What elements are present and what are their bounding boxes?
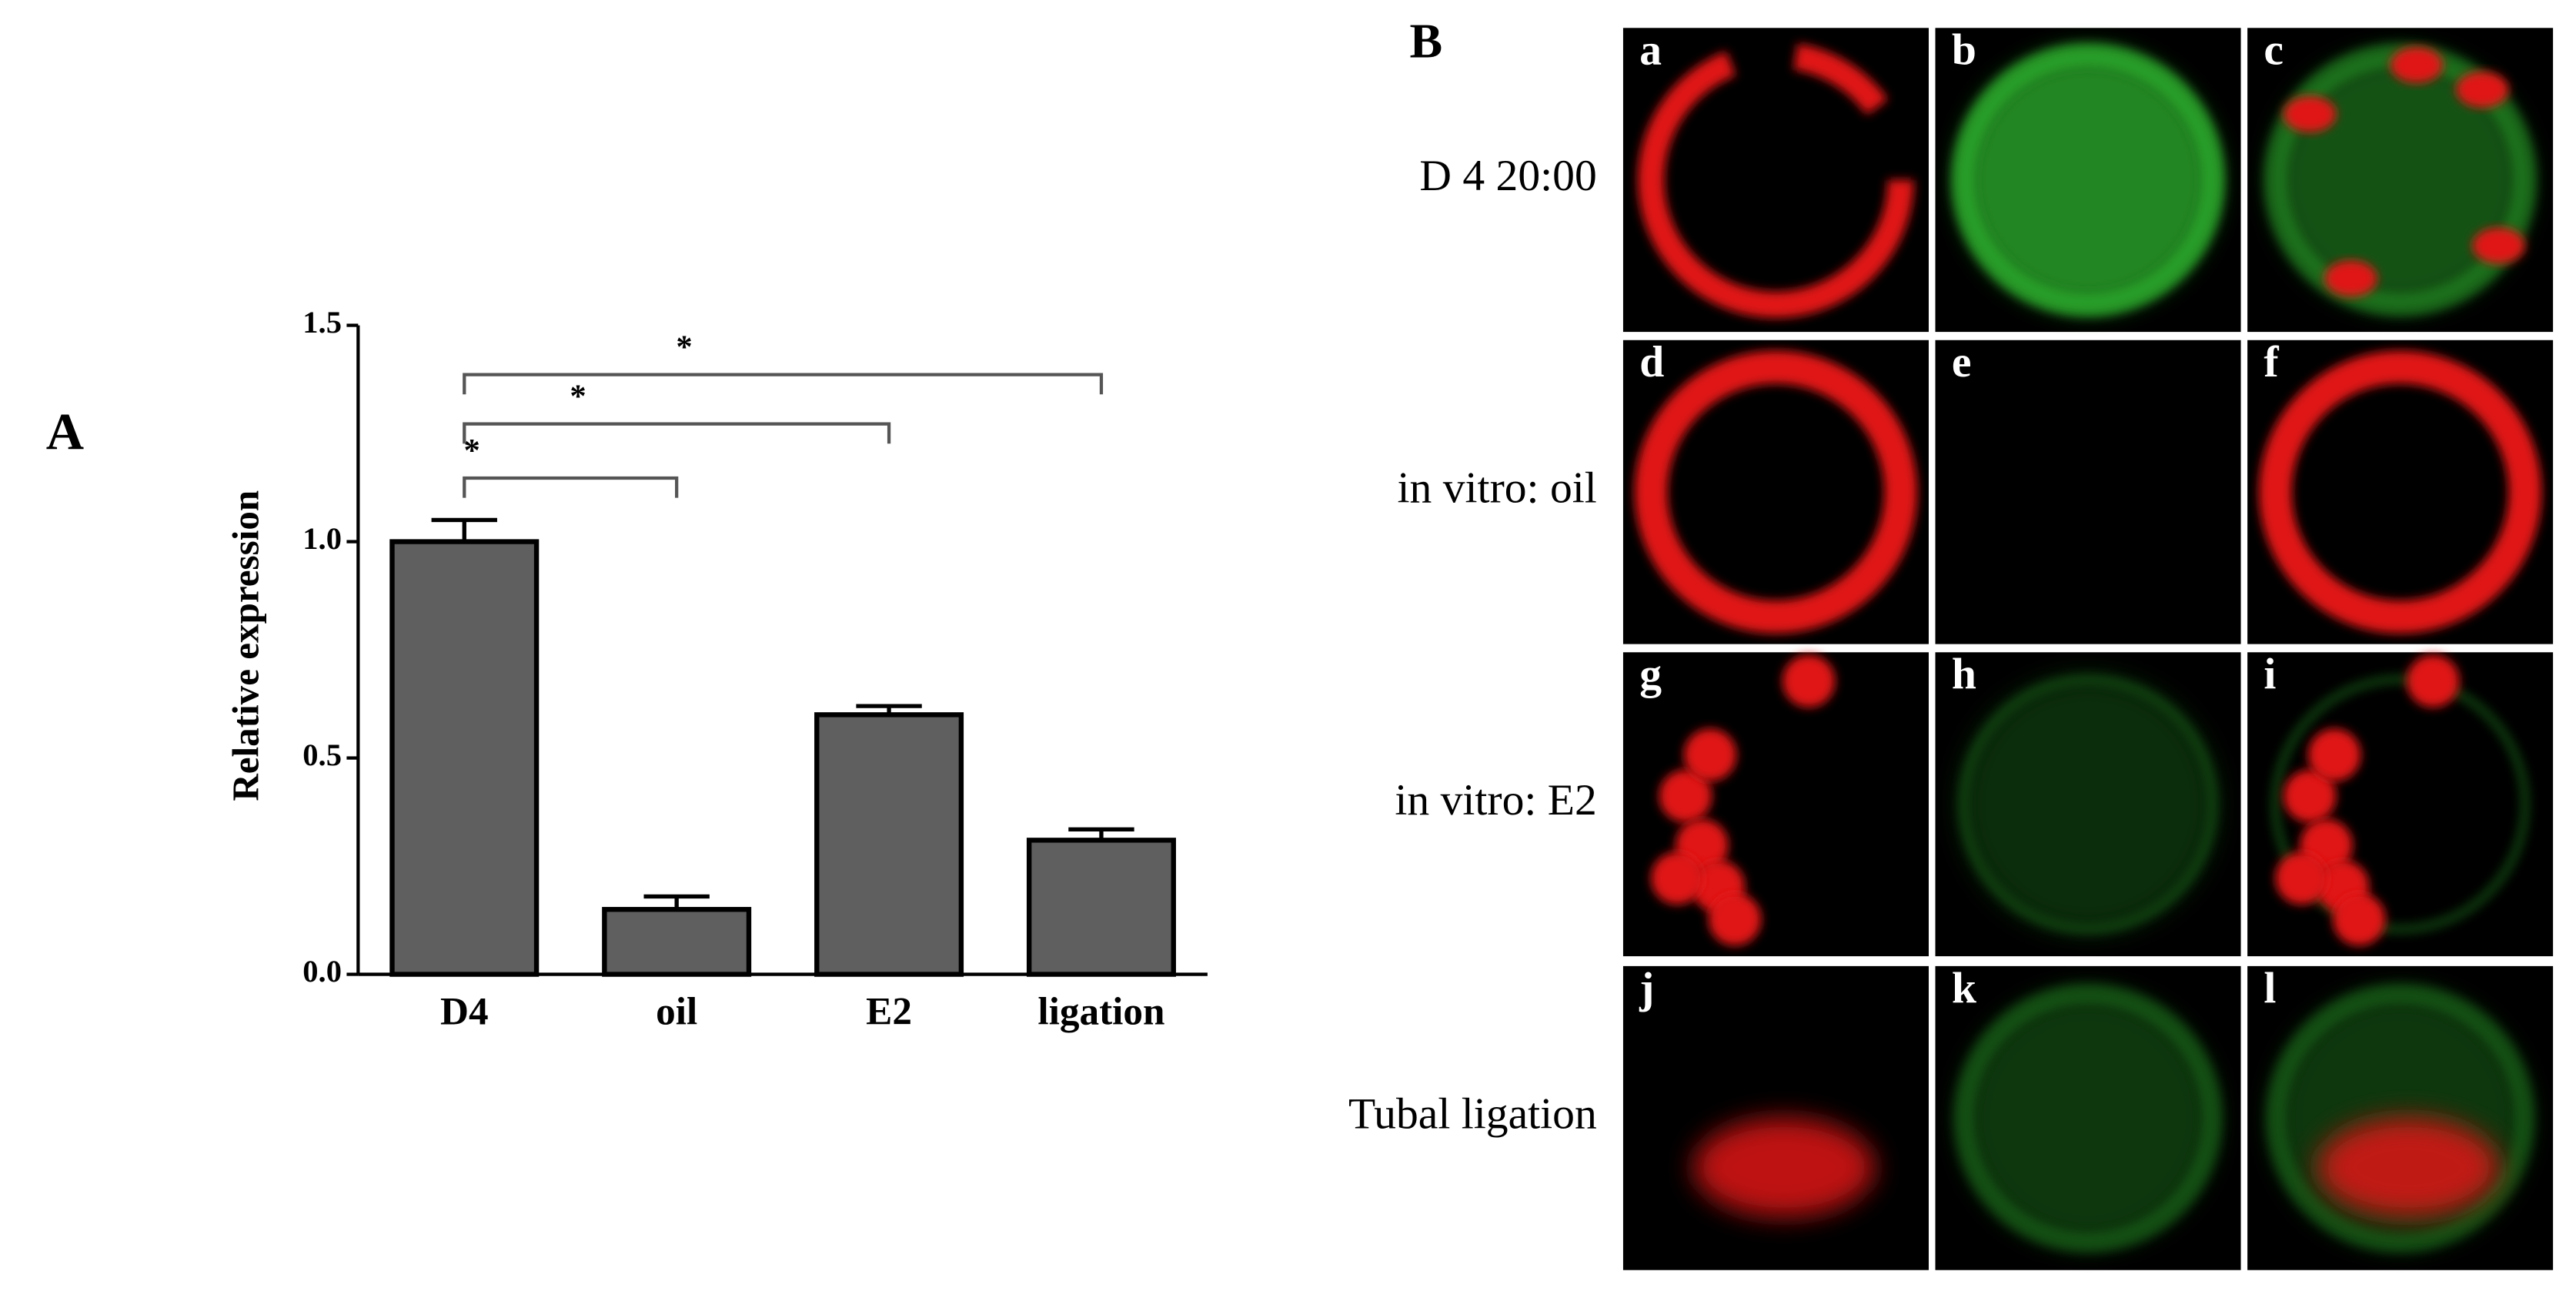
micrograph: a [1622,26,1929,333]
significance-label: * [463,433,479,469]
row-label: in vitro: E2 [1395,776,1596,825]
micrograph: c [2247,26,2554,333]
cell-letter: a [1639,26,1662,75]
nucleus [2284,95,2337,132]
significance-bracket [463,373,1104,395]
cell-letter: g [1639,651,1662,699]
nucleus [1708,892,1762,946]
panel-label: A [46,402,84,460]
row-label: D 4 20:00 [1419,152,1596,200]
nucleus [1659,769,1712,823]
bar [389,539,540,977]
nucleus [1693,1118,1875,1217]
micrograph-background [1622,28,1929,333]
nucleus [1782,654,1836,708]
x-tick-label: E2 [866,990,912,1034]
cell-membrane [2259,350,2542,634]
micrograph-background [1622,965,1929,1270]
y-tick-label: 0.0 [302,954,342,989]
nucleus [2333,892,2386,946]
bar [814,712,964,977]
y-tick-label: 0.5 [302,738,342,772]
y-tick-label: 1.5 [302,305,342,340]
cell-membrane [1953,983,2224,1253]
nucleus [2284,769,2337,823]
significance-bracket [463,422,891,444]
micrograph: e [1935,338,2241,644]
cell-body [1960,52,2217,309]
x-tick-label: oil [656,990,697,1034]
significance-bracket [463,476,679,498]
x-tick-label: ligation [1037,990,1164,1034]
cell-membrane [2265,983,2535,1253]
nucleus [2308,728,2361,781]
micrograph: d [1622,338,1929,644]
cell-body [1960,676,2217,933]
cell-letter: b [1952,26,1976,75]
nucleus [2275,851,2328,905]
cell-letter: h [1952,651,1976,699]
nucleus [2324,260,2377,297]
cell-letter: j [1639,964,1654,1012]
micrograph: f [2247,338,2554,644]
cell-letter: i [2264,651,2276,699]
nucleus [2317,1118,2499,1217]
micrograph: b [1935,26,2241,333]
cell-letter: c [2264,26,2284,75]
row-label: Tubal ligation [1348,1090,1597,1139]
bar [602,907,752,977]
nucleus [2472,227,2525,264]
bar [1026,838,1176,977]
cell-letter: f [2264,338,2279,386]
cell-membrane [1634,350,1918,634]
cell-letter: l [2264,964,2276,1012]
micrograph: l [2247,964,2554,1270]
micrograph-background [1935,340,2241,644]
panel-label: B [1409,13,1442,68]
cell-membrane [1958,674,2218,935]
nucleus [2407,654,2460,708]
micrograph: h [1935,651,2241,957]
cell-membrane [1951,43,2225,316]
micrograph-background [2247,340,2554,644]
cell-body [1960,989,2217,1246]
nucleus [2390,46,2444,83]
x-tick-label: D4 [440,990,489,1034]
nucleus [1651,851,1704,905]
micrograph: i [2247,651,2554,957]
cell-letter: k [1952,964,1976,1012]
micrograph: g [1622,651,1929,957]
nucleus [1683,728,1737,781]
cell-membrane [2270,674,2531,935]
cell-body [2272,52,2529,309]
y-axis-label: Relative expression [225,490,267,801]
micrograph: k [1935,964,2241,1270]
cell-letter: d [1639,338,1664,386]
nucleus [2456,71,2509,108]
cell-letter: e [1952,338,1972,386]
row-label: in vitro: oil [1398,463,1597,512]
significance-label: * [676,329,692,365]
micrograph-background [1622,340,1929,644]
y-tick-label: 1.0 [302,521,342,556]
cell-membrane [1638,42,1914,318]
micrograph: j [1622,964,1929,1270]
significance-label: * [570,378,586,414]
